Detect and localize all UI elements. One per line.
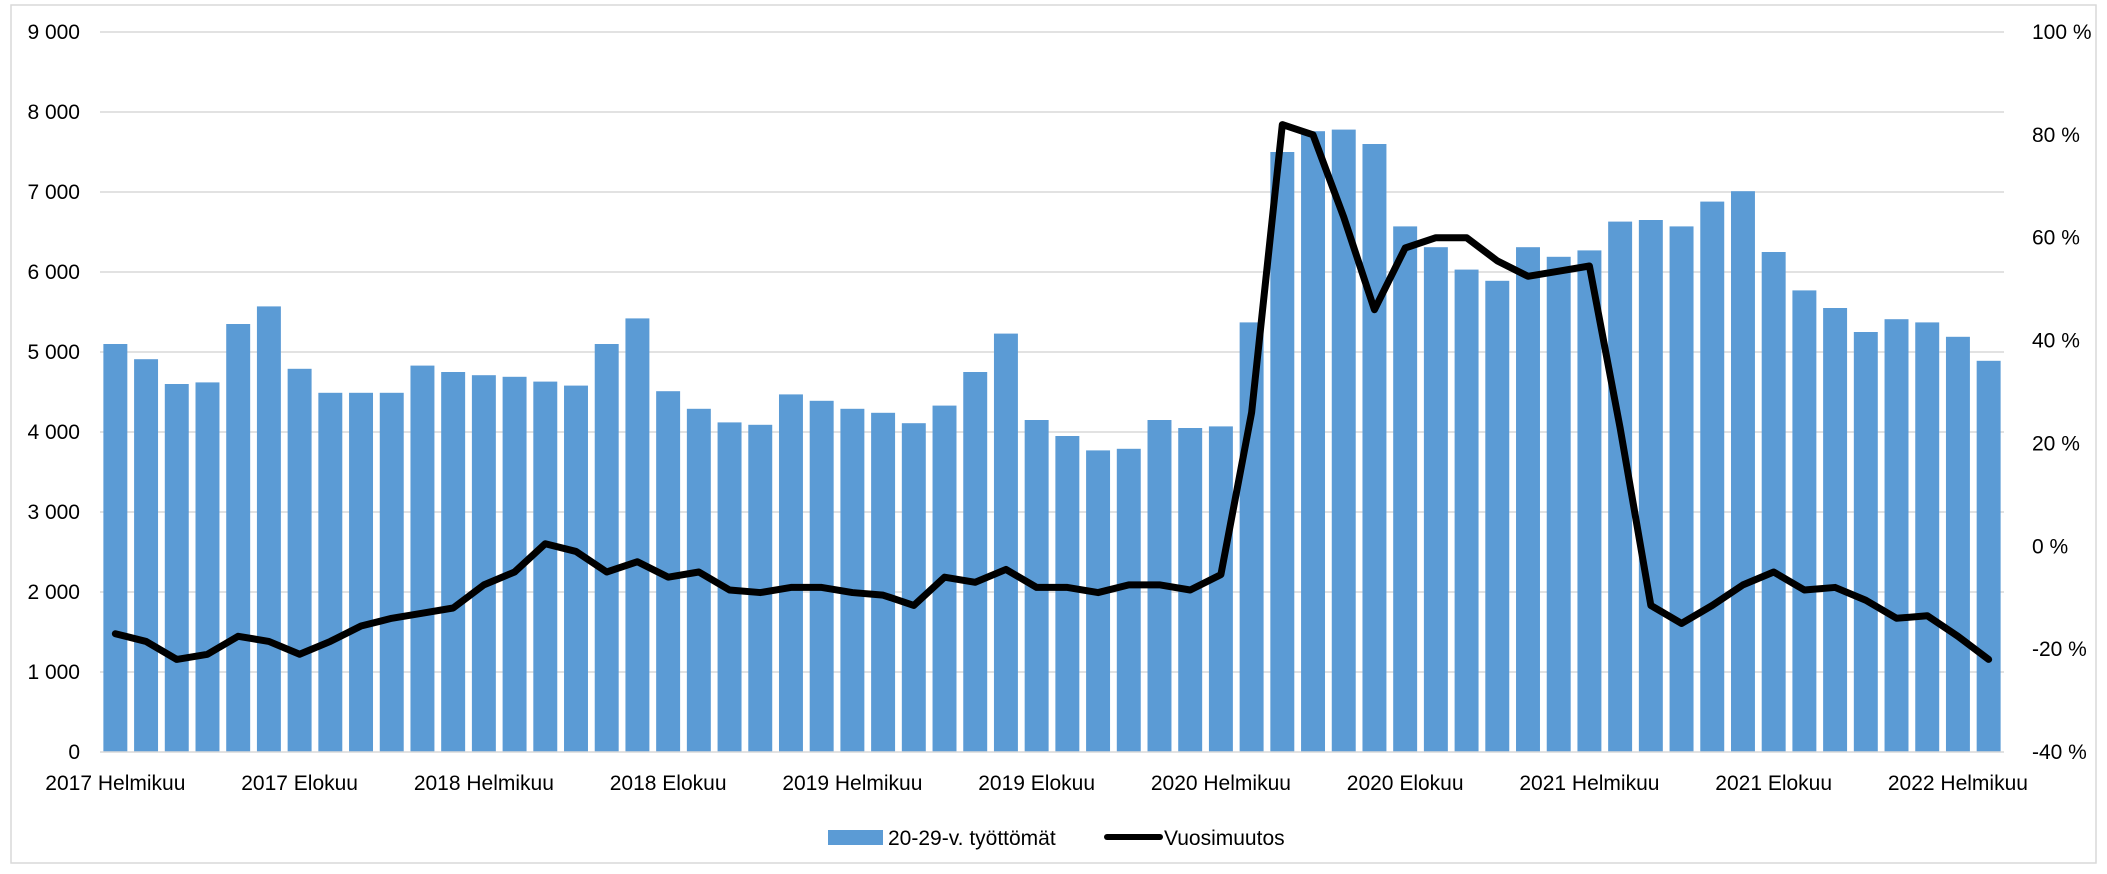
bar: [1086, 450, 1111, 752]
legend: 20-29-v. työttömät Vuosimuutos: [828, 827, 1285, 850]
y-right-tick-label: 100 %: [2032, 21, 2092, 44]
bar: [809, 400, 834, 752]
x-tick-label: 2017 Helmikuu: [45, 772, 185, 795]
bar: [410, 365, 435, 752]
bar: [226, 324, 251, 752]
bar: [871, 412, 896, 752]
bar: [1454, 269, 1479, 752]
bar: [256, 306, 281, 752]
bar: [1884, 319, 1909, 752]
y-left-tick-label: 5 000: [27, 341, 80, 364]
bar: [533, 381, 558, 752]
bar: [1853, 332, 1878, 752]
bar: [1792, 290, 1817, 752]
x-tick-label: 2018 Helmikuu: [414, 772, 554, 795]
bar: [1331, 129, 1356, 753]
bar: [993, 333, 1018, 752]
bar: [195, 382, 220, 752]
bar: [1638, 220, 1663, 752]
y-left-tick-label: 7 000: [27, 181, 80, 204]
bar: [287, 368, 312, 752]
legend-swatch-bars: [828, 830, 883, 845]
bar: [656, 391, 681, 752]
y-right-tick-label: 40 %: [2032, 330, 2080, 353]
y-left-tick-label: 1 000: [27, 661, 80, 684]
y-left-tick-label: 3 000: [27, 501, 80, 524]
bar: [1301, 131, 1326, 752]
y-axis-right-ticks: -40 % -20 % 0 % 20 % 40 % 60 % 80 % 100 %: [2032, 21, 2092, 764]
y-left-tick-label: 4 000: [27, 421, 80, 444]
bar: [349, 392, 374, 752]
bar: [594, 344, 619, 752]
bar: [778, 394, 803, 752]
line-series-vuosimuutos: [111, 121, 1993, 663]
x-tick-label: 2017 Elokuu: [241, 772, 358, 795]
x-tick-label: 2020 Elokuu: [1347, 772, 1464, 795]
bar: [686, 408, 711, 752]
y-left-tick-label: 9 000: [27, 21, 80, 44]
bar: [1577, 250, 1602, 752]
bar: [748, 424, 773, 752]
y-right-tick-label: 20 %: [2032, 432, 2080, 455]
bar: [1546, 256, 1571, 752]
bar: [1730, 191, 1755, 752]
y-left-tick-label: 0: [68, 741, 80, 764]
legend-label-bars: 20-29-v. työttömät: [888, 827, 1056, 850]
bar: [1116, 448, 1141, 752]
bar: [963, 372, 988, 752]
bar: [1485, 280, 1510, 752]
y-left-tick-label: 2 000: [27, 581, 80, 604]
bar: [471, 375, 496, 752]
x-tick-label: 2019 Helmikuu: [782, 772, 922, 795]
bar: [1915, 322, 1940, 752]
bar: [901, 423, 926, 752]
bar: [625, 318, 650, 752]
bar: [840, 408, 865, 752]
bar: [1516, 247, 1540, 752]
bar: [164, 384, 189, 752]
bar: [1055, 436, 1080, 752]
y-left-tick-label: 6 000: [27, 261, 80, 284]
y-right-tick-label: 60 %: [2032, 227, 2080, 250]
bar: [103, 344, 128, 752]
bar: [1208, 426, 1233, 752]
y-right-tick-label: -40 %: [2032, 741, 2087, 764]
y-left-tick-label: 8 000: [27, 101, 80, 124]
y-right-tick-label: 0 %: [2032, 535, 2068, 558]
x-axis-ticks: 2017 Helmikuu 2017 Elokuu 2018 Helmikuu 201…: [45, 772, 2028, 795]
bar: [1608, 221, 1633, 753]
bar: [1423, 247, 1448, 752]
legend-label-line: Vuosimuutos: [1164, 827, 1285, 850]
y-right-tick-label: 80 %: [2032, 124, 2080, 147]
x-tick-label: 2019 Elokuu: [978, 772, 1095, 795]
x-tick-label: 2021 Elokuu: [1715, 772, 1832, 795]
bar: [318, 392, 343, 752]
y-axis-left-ticks: 0 1 000 2 000 3 000 4 000 5 000 6 000 7 000 8 00…: [27, 21, 80, 764]
x-tick-label: 2022 Helmikuu: [1888, 772, 2028, 795]
bar: [379, 392, 404, 752]
bar: [1945, 336, 1970, 752]
bar: [1270, 152, 1295, 752]
bar: [1700, 201, 1725, 753]
x-tick-label: 2021 Helmikuu: [1519, 772, 1659, 795]
bar: [1761, 252, 1786, 752]
bar: [441, 372, 466, 752]
bar: [502, 376, 527, 752]
bar: [1823, 308, 1848, 752]
bar: [1393, 226, 1418, 752]
x-tick-label: 2020 Helmikuu: [1151, 772, 1291, 795]
bar: [1976, 360, 2001, 752]
bar: [1669, 226, 1694, 752]
x-tick-label: 2018 Elokuu: [610, 772, 727, 795]
bar: [134, 359, 159, 752]
bar: [1362, 144, 1387, 752]
bar: [564, 385, 588, 752]
y-right-tick-label: -20 %: [2032, 638, 2087, 661]
